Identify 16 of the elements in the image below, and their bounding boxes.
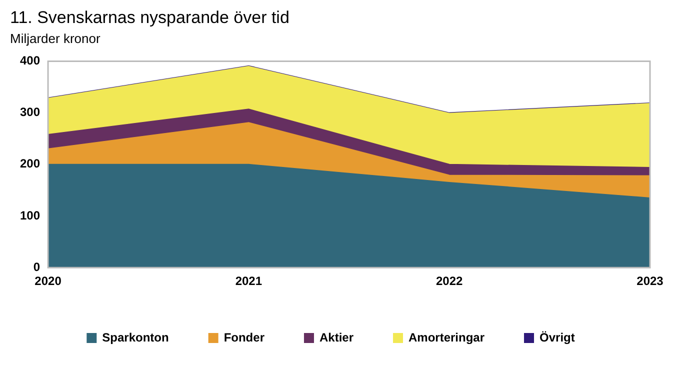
legend-label: Sparkonton — [102, 330, 169, 344]
x-tick-label: 2023 — [636, 274, 664, 288]
y-tick-label: 0 — [33, 260, 40, 274]
x-tick-label: 2022 — [436, 274, 464, 288]
chart-subtitle: Miljarder kronor — [10, 31, 102, 46]
legend-label: Aktier — [319, 330, 354, 344]
x-tick-label: 2021 — [235, 274, 262, 288]
legend-label: Amorteringar — [408, 330, 485, 344]
x-tick-label: 2020 — [34, 274, 62, 288]
legend-label: Övrigt — [540, 330, 575, 344]
y-tick-label: 200 — [20, 156, 40, 171]
legend-label: Fonder — [224, 330, 265, 344]
y-tick-label: 300 — [20, 105, 40, 120]
y-tick-label: 400 — [20, 54, 40, 68]
y-tick-label: 100 — [20, 208, 40, 222]
chart-title: 11. Svenskarnas nysparande över tid — [10, 8, 290, 28]
